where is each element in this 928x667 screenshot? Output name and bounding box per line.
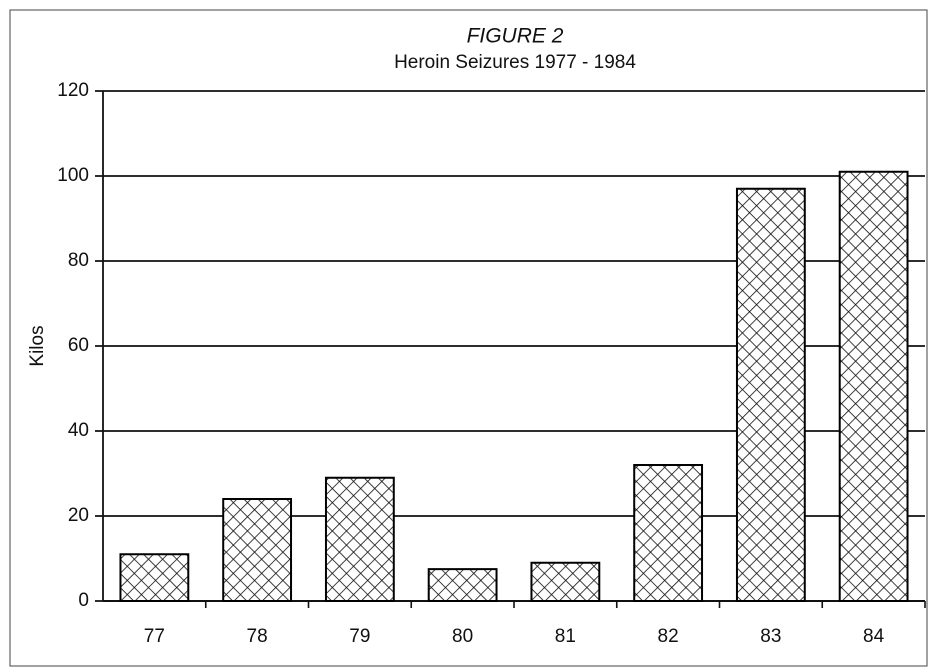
- bar: [530, 561, 601, 602]
- x-tick-label: 82: [658, 626, 679, 647]
- bar: [838, 170, 909, 602]
- bar: [427, 568, 498, 602]
- chart-title: FIGURE 2: [467, 25, 564, 48]
- x-tick-label: 84: [863, 626, 885, 647]
- y-tick-label: 120: [57, 80, 89, 101]
- x-tick-label: 80: [452, 626, 473, 647]
- y-tick-label: 40: [68, 420, 89, 441]
- x-tick-label: 77: [144, 626, 165, 647]
- bar: [222, 498, 293, 602]
- x-tick-label: 83: [760, 626, 781, 647]
- bar: [119, 553, 190, 602]
- y-tick-label: 80: [68, 250, 89, 271]
- x-tick-label: 81: [555, 626, 576, 647]
- bar: [633, 464, 704, 602]
- x-tick-label: 78: [247, 626, 268, 647]
- frame: [9, 9, 928, 667]
- y-tick-label: 20: [68, 505, 89, 526]
- y-tick-label: 0: [78, 590, 89, 611]
- x-tick-label: 79: [349, 626, 370, 647]
- y-tick-label: 60: [68, 335, 89, 356]
- bar: [324, 476, 395, 602]
- y-axis-label: Kilos: [27, 325, 48, 366]
- y-tick-label: 100: [57, 165, 89, 186]
- chart-subtitle: Heroin Seizures 1977 - 1984: [394, 52, 636, 73]
- bar: [735, 187, 806, 602]
